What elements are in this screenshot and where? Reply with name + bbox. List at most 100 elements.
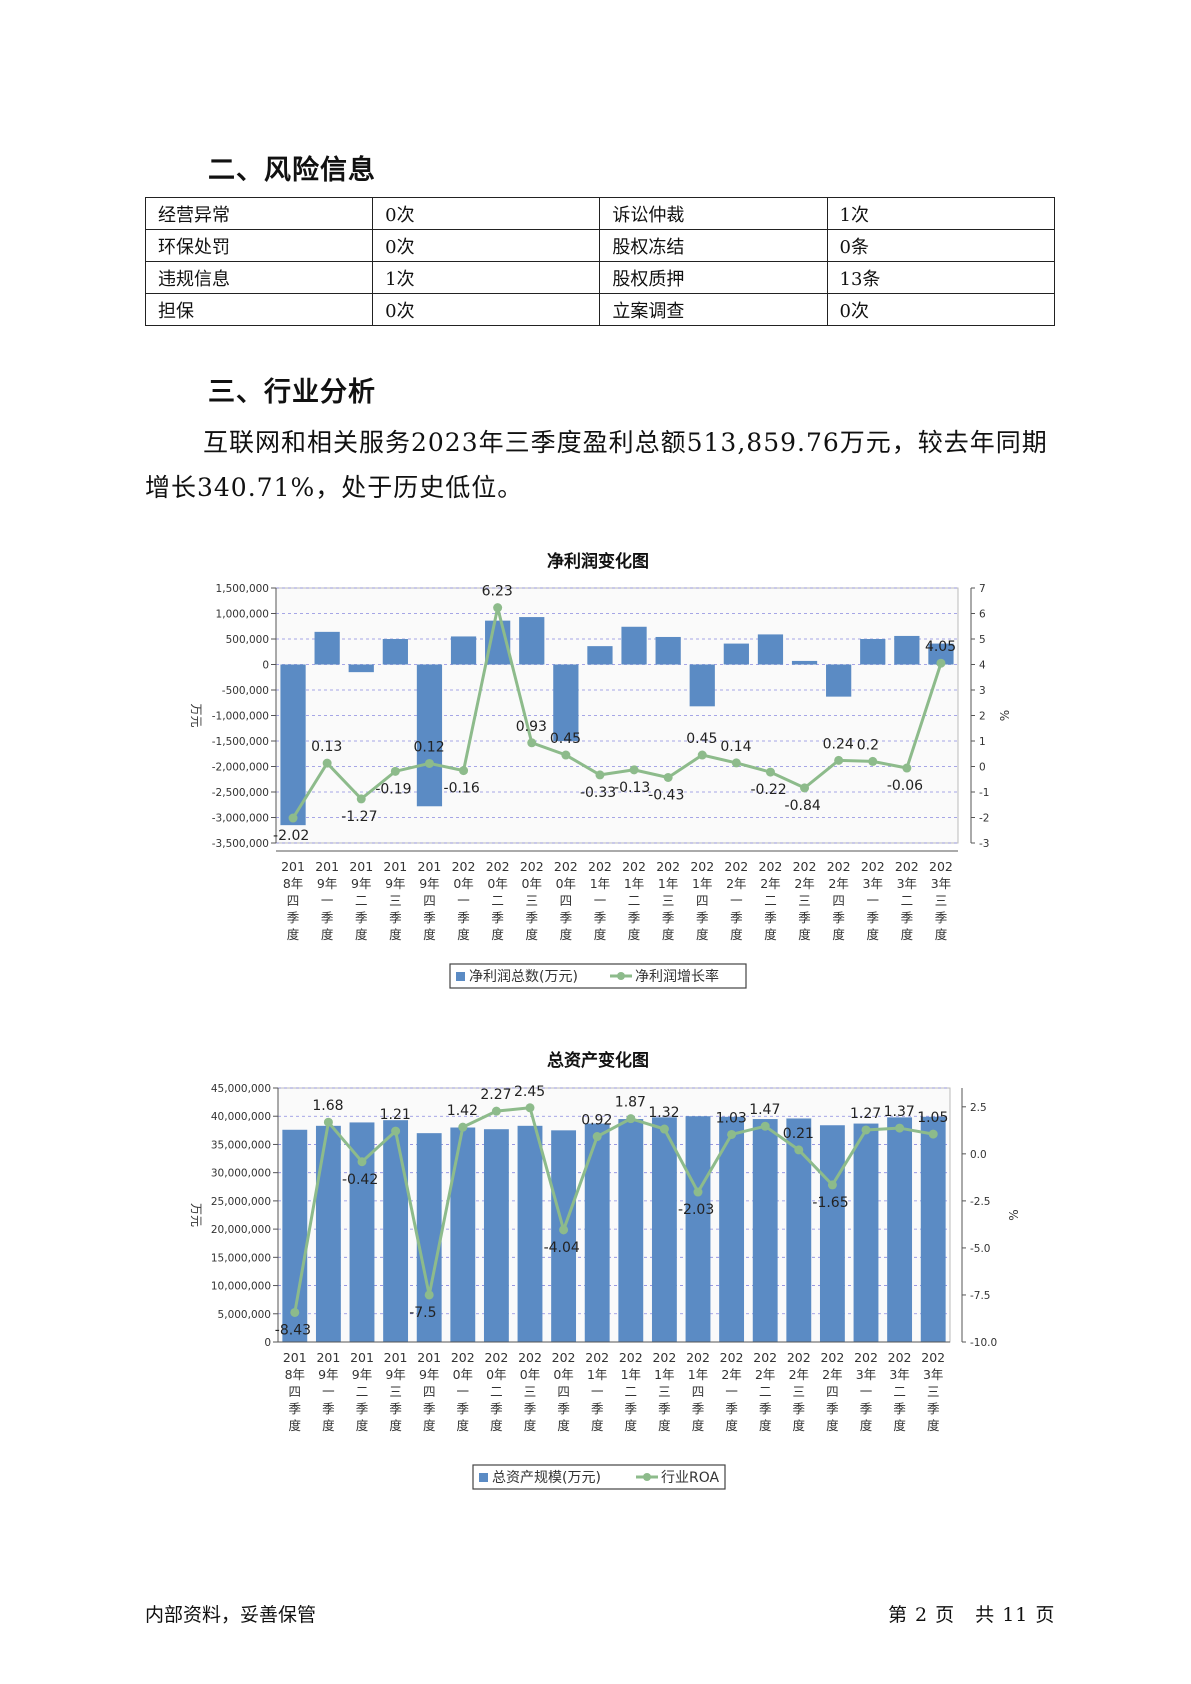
bar [920,1116,946,1342]
line-point [391,1126,401,1136]
data-label: -0.43 [648,787,684,803]
data-label: -4.04 [544,1240,580,1256]
x-tick-label: 202 2年四季度 [827,859,851,942]
bar [587,646,613,665]
line-point [357,1157,367,1167]
x-tick-label: 202 1年四季度 [690,859,714,942]
y-tick-label-right: 4 [979,660,986,672]
y-axis-label: 万元 [189,703,203,727]
line-point [800,783,810,793]
y-tick-label: 1,500,000 [216,583,269,595]
y-tick-label: -1,000,000 [212,711,269,723]
risk-value-cell: 0次 [372,229,601,262]
risk-label-cell: 诉讼仲裁 [599,197,828,230]
x-tick-label: 201 8年四季度 [281,859,305,942]
x-tick-label: 201 8年四季度 [283,1350,307,1433]
line-point [559,1225,569,1235]
y-tick-label: 1,000,000 [216,609,269,621]
section-title-risk: 二、风险信息 [208,155,376,186]
risk-label-cell: 经营异常 [144,197,374,230]
net-profit-chart: 1,500,000 1,000,000 500,000 0 -500,000 -1,000… [189,583,1012,989]
data-label: 1.32 [648,1105,679,1121]
bar [416,664,443,807]
bar [621,626,647,665]
legend-bar-swatch [456,972,465,981]
legend-item: 总资产规模(万元) [492,1470,601,1486]
bar [553,664,579,741]
footer-page-number: 第 2 页 共 11 页 [888,1604,1056,1626]
line-point [595,770,605,780]
risk-label-cell: 股权冻结 [599,229,828,262]
data-label: -0.42 [342,1172,378,1188]
y-tick-label-right: 0 [979,762,986,774]
data-label: 0.21 [783,1126,814,1142]
data-label: -0.13 [614,780,650,796]
bar [416,1133,442,1342]
legend-item: 净利润总数(万元) [469,969,578,985]
y-tick-label: 15,000,000 [211,1252,271,1264]
line-point [895,1123,905,1133]
line-point [902,763,912,773]
data-label: 1.27 [850,1106,881,1122]
legend-line-dot [643,1473,651,1481]
y-tick-label-right: 3 [979,685,986,697]
series-line [293,1106,934,1313]
x-tick-label: 202 3年一季度 [861,859,885,942]
bar [382,639,408,665]
line-point [626,1114,636,1124]
data-label: -0.84 [785,798,821,814]
industry-paragraph-text: 互联网和相关服务2023年三季度盈利总额513,859.76万元，较去年同期增长… [145,428,1048,502]
data-label: 0.93 [516,719,547,735]
bar [887,1117,913,1342]
bar [348,664,374,673]
data-label: 0.45 [686,731,717,747]
x-tick-label: 202 1年一季度 [585,1350,609,1433]
risk-label-cell: 担保 [144,293,374,326]
total-assets-chart: 45,000,000 40,000,000 35,000,000 30,000,000… [189,1083,1021,1490]
x-tick-label: 201 9年三季度 [384,1350,408,1433]
line-point [936,658,946,668]
x-tick-label: 202 1年三季度 [652,1350,676,1433]
x-tick-label: 202 1年三季度 [656,859,680,942]
line-point [459,766,469,776]
x-tick-label: 202 0年一季度 [452,859,476,942]
line-point [629,765,639,775]
y-tick-label: 5,000,000 [218,1309,271,1321]
x-tick-label: 202 2年四季度 [820,1350,844,1433]
bar [723,643,749,665]
x-tick-label: 202 2年一季度 [720,1350,744,1433]
line-point [290,1307,300,1317]
y-tick-label-right: -10.0 [970,1337,997,1349]
bar [719,1116,745,1342]
y-tick-label: 0 [264,1337,271,1349]
line-point [868,756,878,766]
line-point [765,767,775,777]
data-label: -0.22 [750,782,786,798]
footer-left: 内部资料，妥善保管 [145,1604,317,1626]
y-tick-label-right: 5 [979,634,986,646]
x-tick-label: 202 0年三季度 [520,859,544,942]
data-label: -7.5 [409,1305,436,1321]
data-label: 0.12 [413,739,444,755]
data-label: 0.24 [823,736,854,752]
table-row: 违规信息 1次 股权质押 13条 [144,261,1056,294]
bar [685,1116,711,1342]
table-row: 环保处罚 0次 股权冻结 0条 [144,229,1056,262]
chart-title-net-profit: 净利润变化图 [547,552,649,572]
y-tick-label: 500,000 [226,634,269,646]
y-axis-label-right: % [1007,1209,1021,1220]
bar [928,643,954,665]
legend-item: 净利润增长率 [635,968,719,985]
risk-value-cell: 0条 [826,229,1056,262]
risk-value-cell: 0次 [826,293,1056,326]
line-point [356,794,366,804]
x-tick-label: 202 0年一季度 [451,1350,475,1433]
x-tick-label: 202 3年二季度 [895,859,919,942]
line-point [561,750,571,760]
line-point [288,813,298,823]
section-title-industry: 三、行业分析 [208,377,376,408]
x-tick-label: 202 3年三季度 [921,1350,945,1433]
data-label: -2.03 [678,1202,714,1218]
data-label: 1.68 [312,1098,343,1114]
line-point [323,1117,333,1127]
